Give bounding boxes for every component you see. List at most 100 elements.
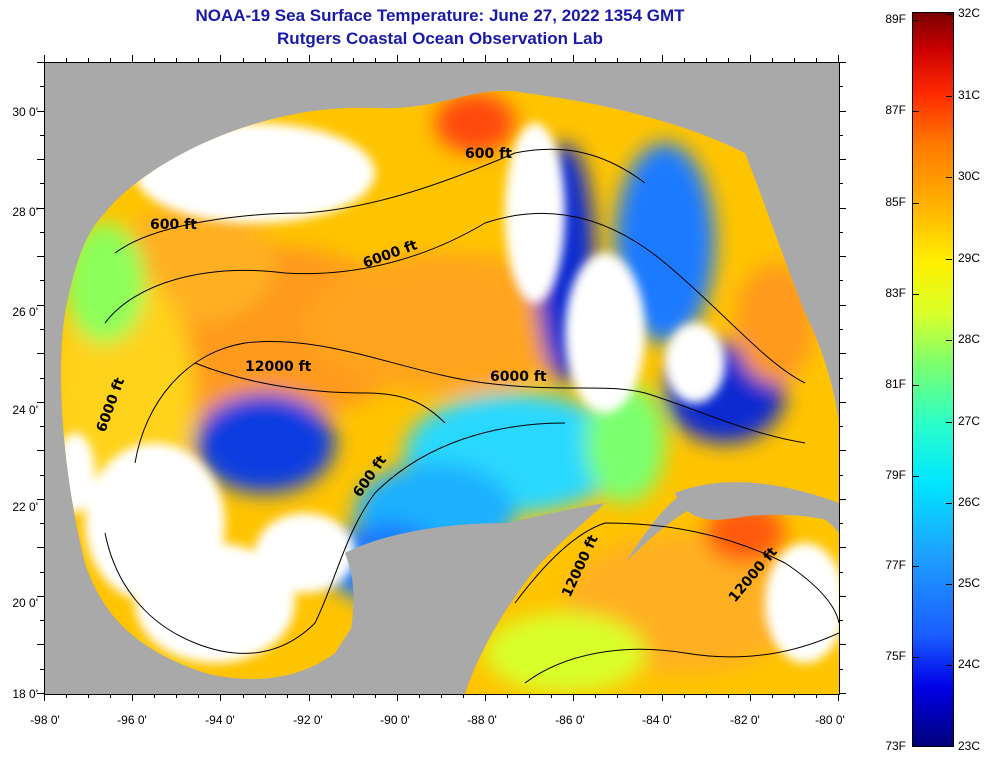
x-tick [198, 58, 199, 62]
x-tick [573, 55, 574, 62]
y-tick [839, 232, 843, 233]
x-tick [684, 694, 685, 698]
x-tick [154, 58, 155, 62]
lat-label: 30 0' [12, 105, 38, 119]
x-tick [529, 58, 530, 62]
x-tick [419, 694, 420, 698]
x-tick [617, 694, 618, 698]
colorbar-f-label: 73F [885, 739, 906, 753]
y-tick [37, 644, 44, 645]
x-tick [419, 58, 420, 62]
lon-label: -94 0' [205, 713, 235, 727]
y-tick [839, 208, 846, 209]
x-tick [507, 694, 508, 698]
x-tick [154, 694, 155, 698]
map-title: NOAA-19 Sea Surface Temperature: June 27… [195, 6, 685, 25]
colorbar-tick [913, 20, 919, 21]
colorbar-f-label: 75F [885, 649, 906, 663]
colorbar-f-label: 85F [885, 195, 906, 209]
x-tick [463, 58, 464, 62]
colorbar-f-label: 87F [885, 103, 906, 117]
x-tick [640, 694, 641, 698]
x-tick [551, 694, 552, 698]
x-tick [706, 694, 707, 698]
y-tick [37, 62, 44, 63]
x-tick [243, 58, 244, 62]
sst-map: 600 ft 600 ft 6000 ft 12000 ft 6000 ft 6… [44, 62, 840, 695]
lon-label: -88 0' [467, 713, 497, 727]
sst-map-image: 600 ft 600 ft 6000 ft 12000 ft 6000 ft 6… [45, 63, 839, 694]
colorbar-tick [913, 476, 919, 477]
y-tick [839, 669, 843, 670]
colorbar-f-label: 79F [885, 468, 906, 482]
x-tick [772, 694, 773, 698]
x-tick [353, 694, 354, 698]
y-tick [839, 475, 843, 476]
x-tick [132, 55, 133, 62]
y-tick [37, 353, 44, 354]
colorbar-tick [913, 294, 919, 295]
colorbar-tick [946, 177, 952, 178]
contour-label: 600 ft [150, 217, 197, 233]
lat-label: 28 0' [12, 205, 38, 219]
colorbar-c-label: 28C [958, 332, 981, 346]
y-tick [839, 62, 846, 63]
y-tick [37, 256, 44, 257]
x-tick [573, 694, 574, 701]
x-tick [485, 694, 486, 701]
contour-label: 6000 ft [490, 369, 547, 385]
colorbar-tick [946, 584, 952, 585]
colorbar-c-label: 30C [958, 169, 981, 183]
colorbar-f-label: 89F [885, 12, 906, 26]
y-tick [37, 693, 44, 694]
y-tick [40, 183, 44, 184]
colorbar-c-label: 23C [958, 739, 981, 753]
y-tick [839, 135, 843, 136]
colorbar-tick [913, 111, 919, 112]
y-tick [37, 402, 44, 403]
x-tick [595, 58, 596, 62]
x-tick [772, 58, 773, 62]
map-subtitle: Rutgers Coastal Ocean Observation Lab [277, 29, 603, 48]
colorbar-tick [946, 422, 952, 423]
x-tick [838, 55, 839, 62]
lon-label: -98 0' [30, 713, 60, 727]
x-tick [794, 58, 795, 62]
lon-label: -86 0' [555, 713, 585, 727]
y-tick [839, 378, 843, 379]
y-tick [839, 572, 843, 573]
x-tick [463, 694, 464, 698]
lon-label: -80 0' [815, 713, 845, 727]
colorbar-c-label: 29C [958, 251, 981, 265]
colorbar-f-label: 81F [885, 377, 906, 391]
x-tick [309, 55, 310, 62]
colorbar-c-label: 25C [958, 576, 981, 590]
lon-label: -96 0' [117, 713, 147, 727]
lon-label: -92 0' [293, 713, 323, 727]
y-tick [40, 475, 44, 476]
colorbar-tick [913, 385, 919, 386]
y-tick [40, 135, 44, 136]
x-tick [507, 58, 508, 62]
x-tick [375, 58, 376, 62]
y-tick [839, 353, 846, 354]
colorbar-tick [913, 203, 919, 204]
lat-label: 20 0' [12, 596, 38, 610]
y-tick [37, 547, 44, 548]
y-tick [40, 669, 44, 670]
x-tick [375, 694, 376, 698]
x-tick [243, 694, 244, 698]
y-tick [40, 426, 44, 427]
temperature-colorbar [912, 12, 954, 747]
colorbar-c-label: 27C [958, 414, 981, 428]
x-tick [88, 694, 89, 698]
x-tick [198, 694, 199, 698]
y-tick [37, 450, 44, 451]
x-tick [595, 694, 596, 698]
x-tick [728, 694, 729, 698]
colorbar-f-label: 77F [885, 558, 906, 572]
y-tick [37, 159, 44, 160]
contour-label: 600 ft [465, 146, 512, 162]
y-tick [40, 86, 44, 87]
x-tick [750, 55, 751, 62]
